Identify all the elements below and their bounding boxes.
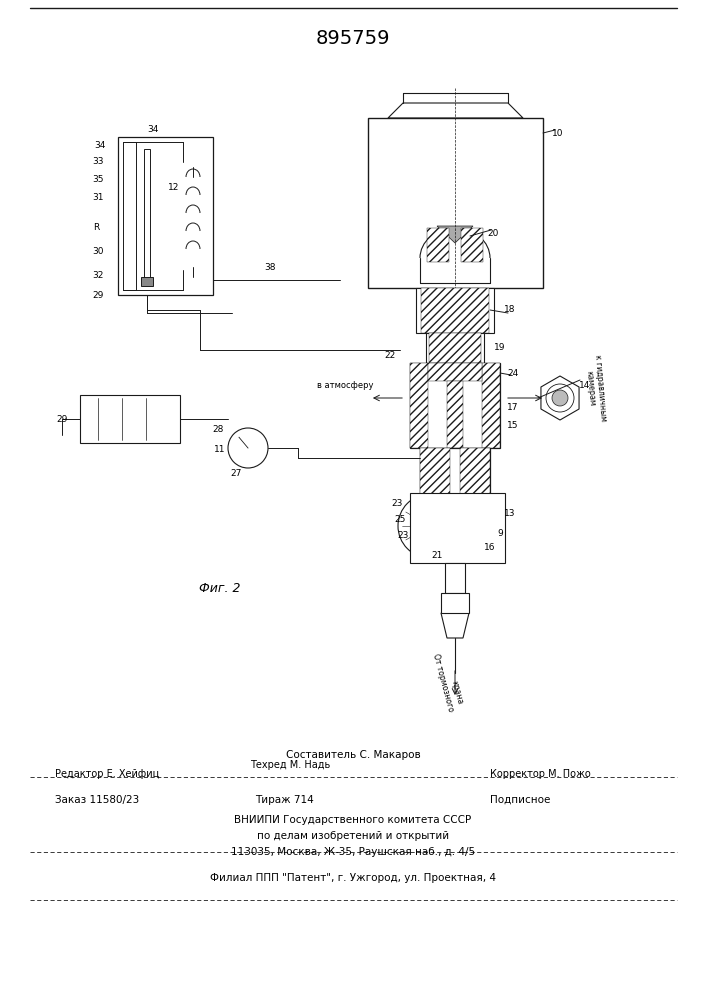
Text: 30: 30 [92,247,104,256]
Text: 17: 17 [507,403,519,412]
Text: Фиг. 2: Фиг. 2 [199,582,241,594]
Text: 20: 20 [487,229,498,237]
Bar [428,363,482,381]
Text: Редактор Е. Хейфиц: Редактор Е. Хейфиц [55,769,159,779]
Text: 24: 24 [508,368,519,377]
Text: 15: 15 [507,420,519,430]
Text: 895759: 895759 [316,28,390,47]
Text: 19: 19 [494,344,506,353]
Bar [482,363,500,448]
Bar [426,333,484,363]
Bar [80,395,180,443]
Text: 34: 34 [94,140,105,149]
Text: 23: 23 [391,498,403,508]
Text: 18: 18 [504,306,515,314]
Text: 31: 31 [92,192,104,202]
Text: 14: 14 [579,381,590,390]
Text: 29: 29 [93,290,104,300]
Circle shape [228,428,268,468]
Text: Заказ 11580/23: Заказ 11580/23 [55,795,139,805]
Text: От тормозного: От тормозного [431,653,455,713]
Text: 35: 35 [92,174,104,184]
Text: 22: 22 [385,351,396,360]
Text: в атмосферу: в атмосферу [317,381,373,390]
Circle shape [412,508,448,544]
Text: ВНИИПИ Государственного комитета СССР: ВНИИПИ Государственного комитета СССР [235,815,472,825]
Text: 32: 32 [93,270,104,279]
Text: 10: 10 [552,128,563,137]
Text: 28: 28 [212,426,223,434]
Bar [410,493,505,563]
Text: Техред М. Надь: Техред М. Надь [250,760,330,770]
Bar [421,288,489,333]
Polygon shape [437,226,473,243]
Bar [410,363,428,448]
Text: Тираж 714: Тираж 714 [255,795,314,805]
Polygon shape [441,613,469,638]
Text: R: R [93,223,99,232]
Text: 113035, Москва, Ж-35, Раушская наб., д. 4/5: 113035, Москва, Ж-35, Раушская наб., д. … [231,847,475,857]
Text: Подписное: Подписное [490,795,550,805]
Text: 9: 9 [497,528,503,538]
Bar [144,149,150,285]
Bar [141,277,153,286]
Text: 21: 21 [431,552,443,560]
Circle shape [552,390,568,406]
Bar [461,228,483,262]
Polygon shape [541,376,579,420]
Text: 16: 16 [484,544,496,552]
Bar [410,363,500,448]
Text: Корректор М. Пожо: Корректор М. Пожо [490,769,591,779]
Bar [441,593,469,613]
Bar [447,381,463,448]
Text: 33: 33 [92,157,104,166]
Text: 11: 11 [214,446,226,454]
Text: по делам изобретений и открытий: по делам изобретений и открытий [257,831,449,841]
Bar [420,448,490,498]
Bar [427,228,449,262]
Bar [368,118,543,288]
Text: 23: 23 [397,532,409,540]
Bar [460,448,490,498]
Text: крана: крана [450,680,464,706]
Text: 27: 27 [230,468,242,478]
Text: к гидравличным
камерам: к гидравличным камерам [583,354,607,422]
Bar [445,563,465,593]
Text: Филиал ППП "Патент", г. Ужгород, ул. Проектная, 4: Филиал ППП "Патент", г. Ужгород, ул. Про… [210,873,496,883]
Text: 38: 38 [264,263,276,272]
Text: 13: 13 [504,508,515,518]
Text: Составитель С. Макаров: Составитель С. Макаров [286,750,421,760]
Text: 25: 25 [395,516,406,524]
Text: 12: 12 [168,182,180,192]
Bar [416,288,494,333]
Circle shape [546,384,574,412]
Bar [123,142,136,290]
Text: 29: 29 [57,414,68,424]
Polygon shape [388,103,523,118]
Bar [420,448,450,498]
Text: 34: 34 [147,124,158,133]
Bar [118,137,213,295]
Bar [429,333,481,363]
